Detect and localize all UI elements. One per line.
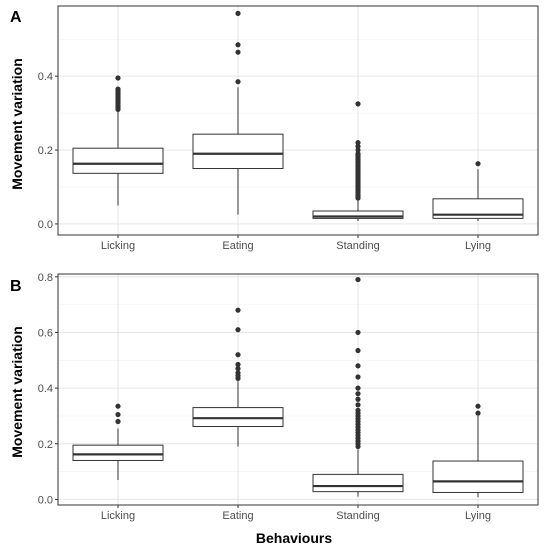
iqr-box bbox=[432, 460, 524, 493]
panel-border bbox=[57, 273, 539, 506]
panel-b: 0.0 0.2 0.4 0.6 0.8 Licking Eating Standing Lyin… bbox=[38, 272, 539, 522]
outlier-point bbox=[355, 396, 361, 402]
iqr-box bbox=[192, 133, 284, 170]
box-standing bbox=[312, 276, 404, 497]
outlier-point bbox=[475, 403, 481, 409]
outlier-point bbox=[235, 370, 241, 376]
box-eating bbox=[192, 307, 284, 447]
y-tick-label: 0.8 bbox=[38, 272, 53, 284]
y-tick-label: 0.2 bbox=[38, 145, 53, 157]
outlier-point bbox=[355, 140, 361, 146]
iqr-box bbox=[192, 407, 284, 428]
iqr-box bbox=[312, 210, 404, 219]
outlier-point bbox=[235, 307, 241, 313]
iqr-box bbox=[72, 147, 164, 174]
outlier-point bbox=[235, 79, 241, 85]
x-tick-label: Standing bbox=[336, 240, 379, 252]
panel-border bbox=[57, 5, 539, 236]
box-lying bbox=[432, 403, 524, 498]
iqr-box bbox=[72, 444, 164, 461]
outlier-point bbox=[355, 402, 361, 408]
x-tick-label: Eating bbox=[222, 510, 253, 522]
outlier-point bbox=[355, 374, 361, 380]
outlier-point bbox=[235, 352, 241, 358]
outlier-point bbox=[355, 391, 361, 397]
outlier-point bbox=[115, 403, 121, 409]
outlier-point bbox=[355, 329, 361, 336]
y-tick-label: 0.0 bbox=[38, 219, 53, 231]
y-tick-label: 0.4 bbox=[38, 383, 53, 395]
outlier-point bbox=[235, 327, 241, 333]
x-tick-label: Lying bbox=[465, 510, 491, 522]
outlier-point bbox=[235, 361, 241, 368]
outlier-point bbox=[355, 347, 361, 354]
outlier-point bbox=[355, 363, 361, 369]
box-licking bbox=[72, 75, 164, 206]
x-tick-label: Licking bbox=[101, 510, 135, 522]
outlier-point bbox=[235, 42, 241, 48]
panel-label-a: A bbox=[10, 9, 22, 26]
box-lying bbox=[432, 161, 524, 221]
y-tick-label: 0.6 bbox=[38, 327, 53, 339]
box-standing bbox=[312, 101, 404, 221]
iqr-box bbox=[312, 473, 404, 493]
outlier-point bbox=[355, 407, 361, 413]
panel-a: 0.0 0.2 0.4 Licking Eating Standing Lying bbox=[38, 5, 539, 252]
x-tick-label: Lying bbox=[465, 240, 491, 252]
outlier-point bbox=[355, 276, 361, 283]
outlier-point bbox=[355, 147, 361, 153]
box-eating bbox=[192, 10, 284, 215]
outlier-point bbox=[115, 86, 121, 92]
outlier-point bbox=[355, 385, 361, 391]
y-tick-label: 0.2 bbox=[38, 439, 53, 451]
x-axis-label: Behaviours bbox=[256, 530, 332, 546]
outlier-point bbox=[115, 418, 121, 425]
plot-background bbox=[58, 6, 538, 235]
y-tick-label: 0.0 bbox=[38, 494, 53, 506]
outlier-point bbox=[475, 161, 481, 167]
outlier-point bbox=[235, 10, 241, 16]
panel-label-b: B bbox=[10, 278, 22, 295]
outlier-point bbox=[355, 101, 361, 107]
y-axis-label-a: Movement variation bbox=[9, 58, 25, 189]
outlier-point bbox=[355, 151, 361, 157]
x-tick-label: Licking bbox=[101, 240, 135, 252]
outlier-point bbox=[355, 143, 361, 149]
x-tick-label: Eating bbox=[222, 240, 253, 252]
iqr-box bbox=[432, 198, 524, 219]
outlier-point bbox=[115, 75, 121, 81]
x-tick-label: Standing bbox=[336, 510, 379, 522]
y-tick-label: 0.4 bbox=[38, 71, 53, 83]
y-axis-label-b: Movement variation bbox=[9, 326, 25, 457]
outlier-point bbox=[235, 366, 241, 372]
outlier-point bbox=[475, 410, 481, 416]
outlier-point bbox=[115, 411, 121, 418]
box-licking bbox=[72, 403, 164, 480]
outlier-point bbox=[235, 49, 241, 55]
